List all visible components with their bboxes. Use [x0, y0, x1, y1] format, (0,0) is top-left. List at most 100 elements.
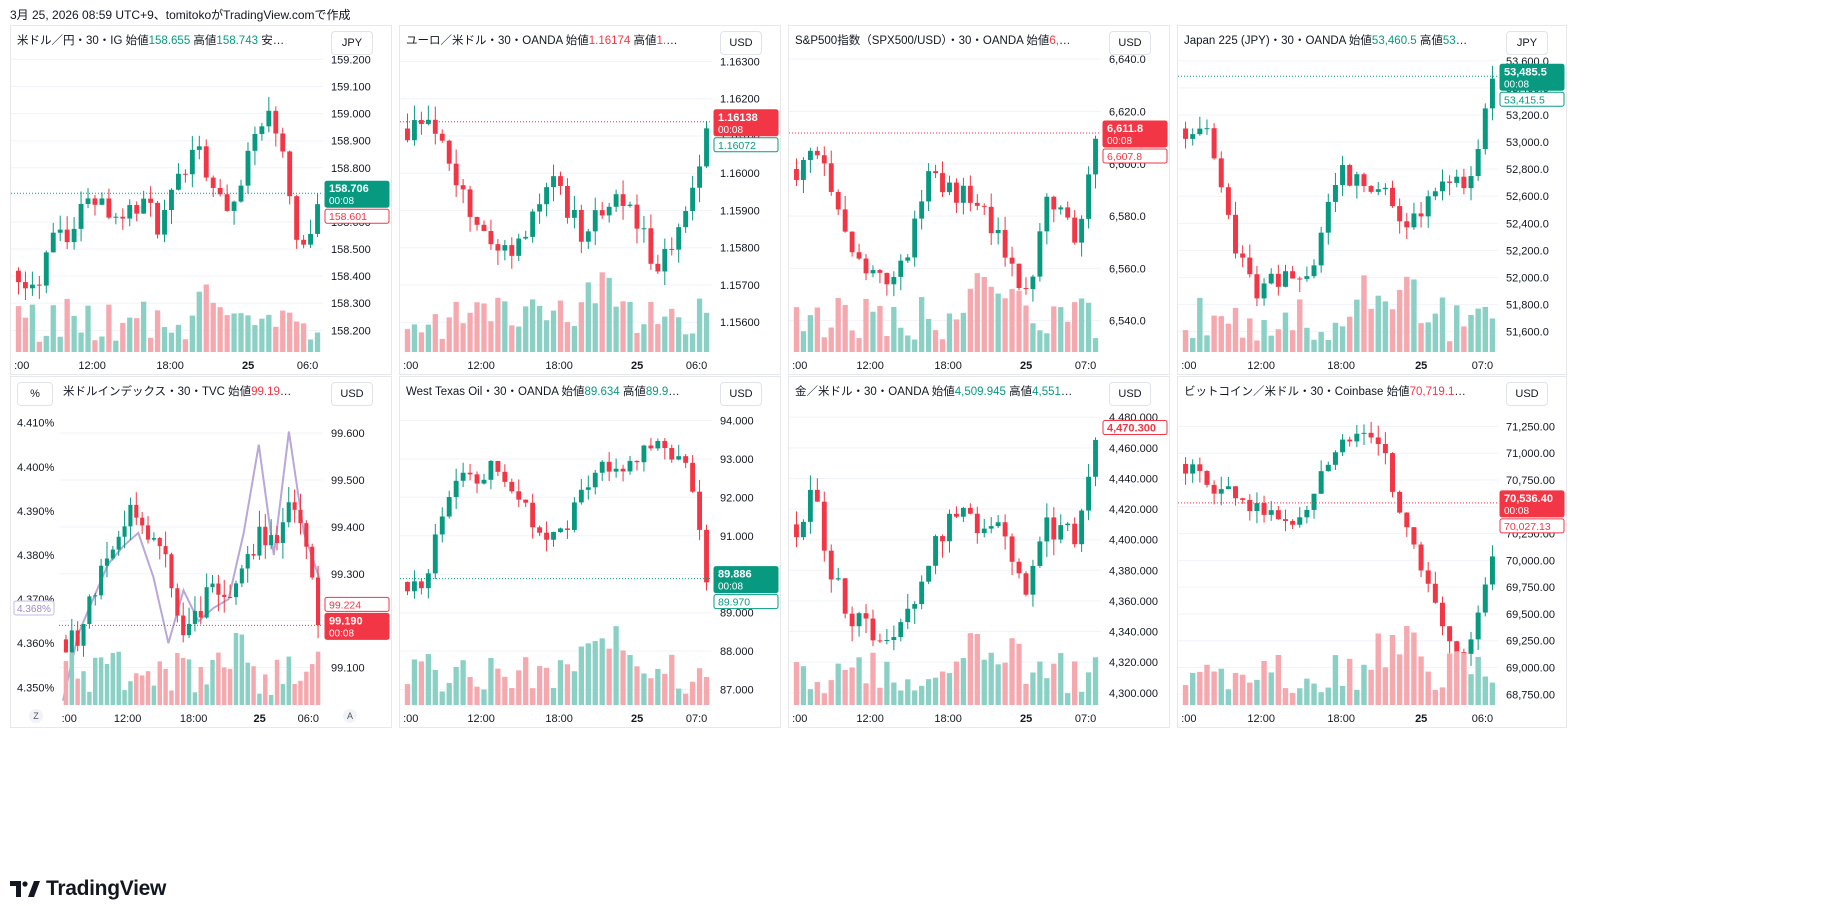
- candle-body: [807, 489, 813, 522]
- chart-svg[interactable]: 1.163001.162001.161001.160001.159001.158…: [400, 26, 781, 375]
- candle-body: [69, 630, 74, 653]
- x-tick-label: 12:00: [856, 360, 884, 372]
- chart-svg[interactable]: 99.60099.50099.40099.30099.20099.1004.41…: [11, 377, 392, 728]
- chart-panel[interactable]: 71,250.0071,000.0070,750.0070,500.0070,2…: [1177, 376, 1567, 728]
- volume-bar: [1197, 297, 1203, 352]
- candle-body: [259, 126, 265, 134]
- volume-bar: [856, 657, 862, 705]
- volume-bar: [557, 300, 564, 352]
- zoom-toggle-button[interactable]: Z: [29, 709, 43, 723]
- volume-bar: [884, 336, 890, 352]
- chart-svg[interactable]: 159.200 159.100 159.000 158.900 158.800 158.7…: [11, 26, 392, 375]
- x-tick-label: 07:0: [1075, 360, 1096, 372]
- chart-panel[interactable]: 6,640.0 6,620.0 6,600.0 6,580.0 6,560.0 6,540…: [788, 25, 1170, 375]
- candle-body: [800, 521, 806, 538]
- volume-bar: [1489, 682, 1496, 705]
- chart-svg[interactable]: 4,480.0004,460.0004,440.0004,420.0004,40…: [789, 377, 1170, 728]
- currency-button[interactable]: USD: [1506, 382, 1548, 406]
- candle-body: [1275, 273, 1281, 287]
- auto-scale-button[interactable]: A: [343, 709, 357, 723]
- symbol-legend[interactable]: West Texas Oil・30・OANDA 始値89.634 高値89.91…: [406, 383, 684, 401]
- chart-panel[interactable]: 1.16300 1.16200 1.16100 1.16000 1.15900 1.158…: [399, 25, 781, 375]
- symbol-legend[interactable]: S&P500指数（SPX500/USD）・30・OANDA 始値6,617.2 …: [795, 32, 1073, 50]
- candle-body: [175, 588, 180, 616]
- last-price-label: 99.190: [329, 615, 363, 627]
- symbol-legend[interactable]: 金／米ドル・30・OANDA 始値4,509.945 高値4,551.660 安…: [795, 383, 1073, 401]
- symbol-legend[interactable]: 米ドルインデックス・30・TVC 始値99.198 高値…: [63, 383, 295, 401]
- bar-countdown-label: 00:08: [329, 628, 354, 639]
- volume-bar: [1016, 643, 1022, 705]
- candle-body: [1002, 229, 1008, 258]
- chart-svg[interactable]: 94.00093.00092.00091.00090.00089.00088.0…: [400, 377, 781, 728]
- candle-body: [898, 622, 904, 638]
- y-tick-label: 6,560.0: [1109, 263, 1146, 275]
- chart-panel[interactable]: 53,600.053,400.053,200.053,000.052,800.0…: [1177, 25, 1567, 375]
- currency-button[interactable]: USD: [720, 31, 762, 55]
- candle-body: [453, 163, 459, 186]
- volume-bar: [703, 312, 710, 352]
- percent-axis-button[interactable]: %: [17, 382, 53, 406]
- candle-body: [16, 270, 21, 283]
- currency-button[interactable]: USD: [1109, 382, 1151, 406]
- candle-body: [1211, 128, 1217, 159]
- volume-bar: [1361, 664, 1367, 705]
- candle-body: [1030, 565, 1036, 595]
- candle-body: [231, 201, 237, 211]
- volume-bar: [404, 684, 411, 705]
- volume-bar: [99, 336, 105, 352]
- candle-body: [116, 536, 121, 550]
- volume-bar: [849, 330, 855, 352]
- volume-bar: [1182, 685, 1189, 705]
- currency-button[interactable]: USD: [720, 382, 762, 406]
- chart-svg[interactable]: 71,250.0071,000.0070,750.0070,500.0070,2…: [1178, 377, 1567, 728]
- currency-button[interactable]: USD: [1109, 31, 1151, 55]
- candle-body: [877, 640, 883, 642]
- currency-button[interactable]: JPY: [331, 31, 373, 55]
- candle-body: [606, 461, 612, 472]
- symbol-legend[interactable]: ビットコイン／米ドル・30・Coinbase 始値70,719.10 高値…: [1184, 383, 1470, 401]
- x-tick-label: 18:00: [934, 713, 962, 725]
- volume-bar: [1232, 307, 1239, 352]
- candle-body: [1016, 561, 1022, 574]
- volume-bar: [536, 305, 543, 352]
- x-tick-label: 12:00: [1247, 360, 1275, 372]
- last-price-box: [324, 180, 390, 208]
- candle-body: [87, 596, 92, 625]
- candle-body: [210, 583, 215, 588]
- x-tick-label: :00: [14, 360, 29, 372]
- y-tick-label: 51,800.0: [1506, 300, 1549, 312]
- candle-body: [821, 155, 827, 164]
- candle-body: [669, 448, 675, 460]
- candle-body: [856, 252, 862, 259]
- volume-bar: [1289, 330, 1296, 352]
- candle-body: [988, 206, 994, 234]
- chart-panel[interactable]: 94.00093.00092.00091.00090.00089.00088.0…: [399, 376, 781, 728]
- secondary-price-label: 89.970: [718, 597, 750, 609]
- symbol-legend[interactable]: 米ドル／円・30・IG 始値158.655 高値158.743 安値158.65…: [17, 32, 295, 50]
- symbol-legend[interactable]: Japan 225 (JPY)・30・OANDA 始値53,460.5 高値53…: [1184, 32, 1470, 50]
- volume-bar: [151, 685, 157, 705]
- chart-panel[interactable]: 159.200 159.100 159.000 158.900 158.800 158.7…: [10, 25, 392, 375]
- tradingview-logo[interactable]: TradingView: [10, 876, 166, 902]
- chart-panel[interactable]: 99.60099.50099.40099.30099.20099.1004.41…: [10, 376, 392, 728]
- candle-body: [1225, 187, 1231, 215]
- volume-bar: [627, 301, 633, 352]
- candle-body: [592, 210, 598, 232]
- last-price-label: 53,485.5: [1504, 66, 1547, 78]
- volume-bar: [1389, 635, 1396, 705]
- symbol-legend[interactable]: ユーロ／米ドル・30・OANDA 始値1.16174 高値1.16176 安値…: [406, 32, 684, 50]
- volume-bar: [432, 670, 438, 705]
- bar-countdown-label: 00:08: [1504, 506, 1529, 517]
- volume-bar: [502, 301, 508, 352]
- chart-svg[interactable]: 53,600.053,400.053,200.053,000.052,800.0…: [1178, 26, 1567, 375]
- chart-panel[interactable]: 4,480.000 4,460.000 4,440.000 4,420.000 4,40…: [788, 376, 1170, 728]
- currency-button[interactable]: USD: [331, 382, 373, 406]
- candle-body: [439, 133, 445, 141]
- y-tick-label: 71,250.00: [1506, 421, 1555, 433]
- currency-button[interactable]: JPY: [1506, 31, 1548, 55]
- volume-bar: [280, 684, 286, 705]
- chart-svg[interactable]: 6,640.06,620.06,600.06,580.06,560.06,540…: [789, 26, 1170, 375]
- volume-bar: [516, 326, 522, 352]
- volume-bar: [925, 679, 932, 705]
- y-tick-label: 52,800.0: [1506, 164, 1549, 176]
